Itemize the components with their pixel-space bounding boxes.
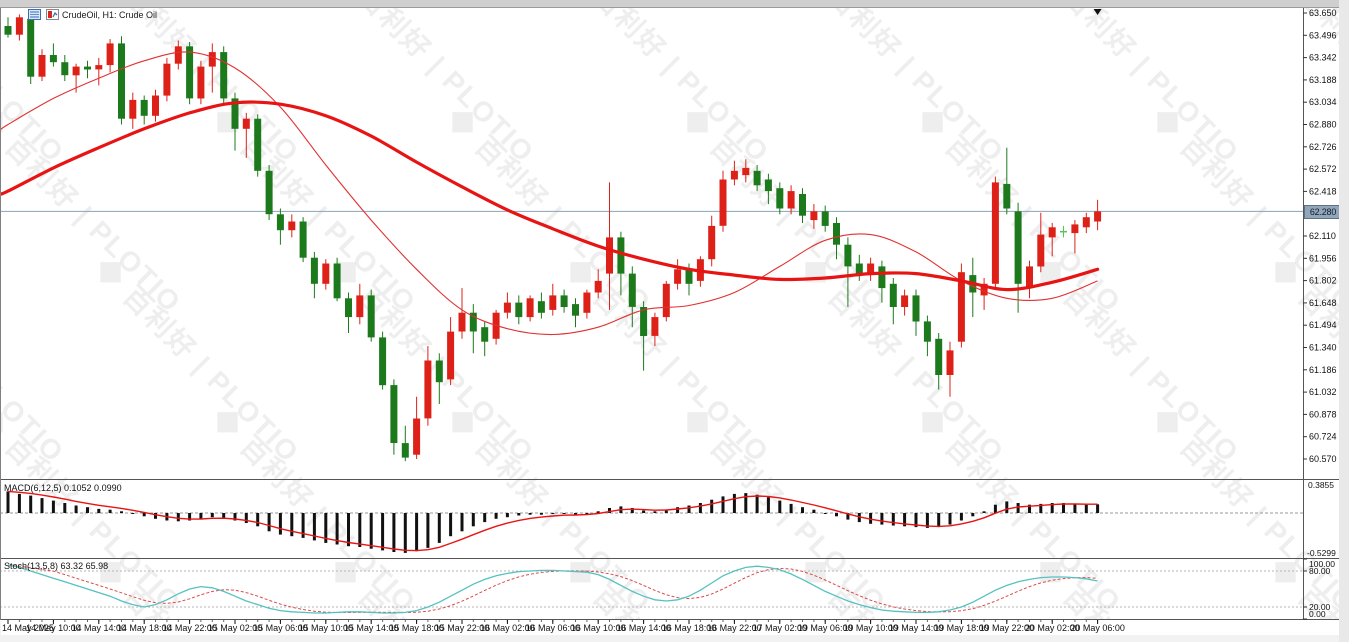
stoch-axis-label: 20.00 bbox=[1309, 602, 1331, 612]
macd-values: 0.1052 0.0990 bbox=[64, 483, 122, 493]
time-tick-label: 19 May 22:00 bbox=[980, 623, 1035, 633]
price-tick-label: 61.186 bbox=[1309, 365, 1337, 375]
macd-axis-min-label: -0.5299 bbox=[1307, 548, 1336, 558]
price-tick-label: 61.340 bbox=[1309, 343, 1337, 353]
ma-thick-line bbox=[0, 100, 1100, 292]
price-tick-label: 60.724 bbox=[1309, 432, 1337, 442]
macd-signal-line bbox=[7, 490, 1098, 552]
price-tick-label: 61.956 bbox=[1309, 253, 1337, 263]
time-tick-label: 15 May 14:00 bbox=[344, 623, 399, 633]
time-tick-label: 14 May 2025 bbox=[2, 623, 54, 633]
window-right-edge bbox=[1339, 0, 1349, 642]
stoch-name: Stoch(13,5,8) bbox=[4, 561, 59, 571]
price-tick-label: 63.188 bbox=[1309, 75, 1337, 85]
current-price-tag: 62.280 bbox=[1304, 205, 1342, 219]
price-tick-label: 60.878 bbox=[1309, 409, 1337, 419]
window-top-edge bbox=[0, 0, 1349, 8]
stoch-d-line bbox=[7, 564, 1098, 614]
time-tick-label: 19 May 06:00 bbox=[798, 623, 853, 633]
price-tick-label: 62.572 bbox=[1309, 164, 1337, 174]
price-tick-label: 62.110 bbox=[1309, 231, 1336, 241]
time-tick-label: 20 May 02:00 bbox=[1025, 623, 1080, 633]
price-tick-label: 62.880 bbox=[1309, 120, 1337, 130]
candles-layer bbox=[4, 14, 1102, 462]
time-tick-label: 19 May 18:00 bbox=[934, 623, 989, 633]
price-tick-label: 63.034 bbox=[1309, 97, 1337, 107]
last-bar-marker-icon bbox=[1093, 9, 1102, 15]
price-tick-label: 61.802 bbox=[1309, 276, 1337, 286]
time-tick-label: 14 May 14:00 bbox=[72, 623, 127, 633]
time-tick-label: 14 May 10:00 bbox=[26, 623, 81, 633]
price-axis[interactable]: 63.650 63.496 63.342 63.188 63.034 62.880 62.7… bbox=[1303, 8, 1337, 620]
price-tick-label: 61.648 bbox=[1309, 298, 1337, 308]
time-tick-label: 16 May 10:00 bbox=[571, 623, 626, 633]
price-tick-label: 60.570 bbox=[1309, 454, 1337, 464]
time-tick-label: 15 May 10:00 bbox=[299, 623, 354, 633]
stoch-axis-label: 0.00 bbox=[1309, 609, 1326, 619]
time-tick-label: 15 May 22:00 bbox=[435, 623, 490, 633]
time-tick-label: 16 May 18:00 bbox=[662, 623, 717, 633]
time-tick-label: 14 May 18:00 bbox=[117, 623, 172, 633]
macd-histogram bbox=[6, 491, 1100, 553]
price-tick-label: 63.342 bbox=[1309, 53, 1337, 63]
stoch-axis-label: 80.00 bbox=[1309, 566, 1331, 576]
price-tick-label: 61.032 bbox=[1309, 387, 1337, 397]
time-tick-label: 16 May 06:00 bbox=[526, 623, 581, 633]
price-tick-label: 63.650 bbox=[1309, 8, 1337, 18]
time-axis-background bbox=[1, 620, 1340, 635]
time-tick-label: 16 May 22:00 bbox=[707, 623, 762, 633]
time-tick-label: 15 May 02:00 bbox=[208, 623, 263, 633]
time-tick-label: 19 May 10:00 bbox=[843, 623, 898, 633]
time-tick-label: 20 May 06:00 bbox=[1070, 623, 1125, 633]
time-tick-label: 19 May 14:00 bbox=[889, 623, 944, 633]
price-tick-label: 61.494 bbox=[1309, 320, 1337, 330]
price-tick-label: 63.496 bbox=[1309, 30, 1337, 40]
price-tick-label: 62.726 bbox=[1309, 142, 1337, 152]
price-axis-background bbox=[1303, 8, 1340, 620]
quotes-list-icon[interactable] bbox=[28, 9, 41, 20]
price-tick-label: 62.418 bbox=[1309, 186, 1337, 196]
stoch-indicator-label: Stoch(13,5,8) 63.32 65.98 bbox=[4, 561, 108, 571]
ma-thin-line bbox=[0, 51, 1098, 336]
time-tick-label: 15 May 18:00 bbox=[389, 623, 444, 633]
time-tick-label: 17 May 02:00 bbox=[753, 623, 808, 633]
macd-axis-max-label: 0.3855 bbox=[1308, 480, 1334, 490]
stoch-k-line bbox=[7, 564, 1098, 614]
macd-name: MACD(6,12,5) bbox=[4, 483, 62, 493]
stoch-values: 63.32 65.98 bbox=[60, 561, 109, 571]
stoch-axis-label: 100.00 bbox=[1309, 559, 1335, 569]
macd-indicator-label: MACD(6,12,5) 0.1052 0.0990 bbox=[4, 483, 122, 493]
time-tick-label: 16 May 14:00 bbox=[616, 623, 671, 633]
chart-type-icon[interactable] bbox=[46, 9, 59, 20]
symbol-title: CrudeOil, H1: Crude Oil bbox=[62, 10, 158, 20]
time-tick-label: 15 May 06:00 bbox=[253, 623, 308, 633]
time-tick-label: 16 May 02:00 bbox=[480, 623, 535, 633]
time-tick-label: 14 May 22:00 bbox=[162, 623, 217, 633]
